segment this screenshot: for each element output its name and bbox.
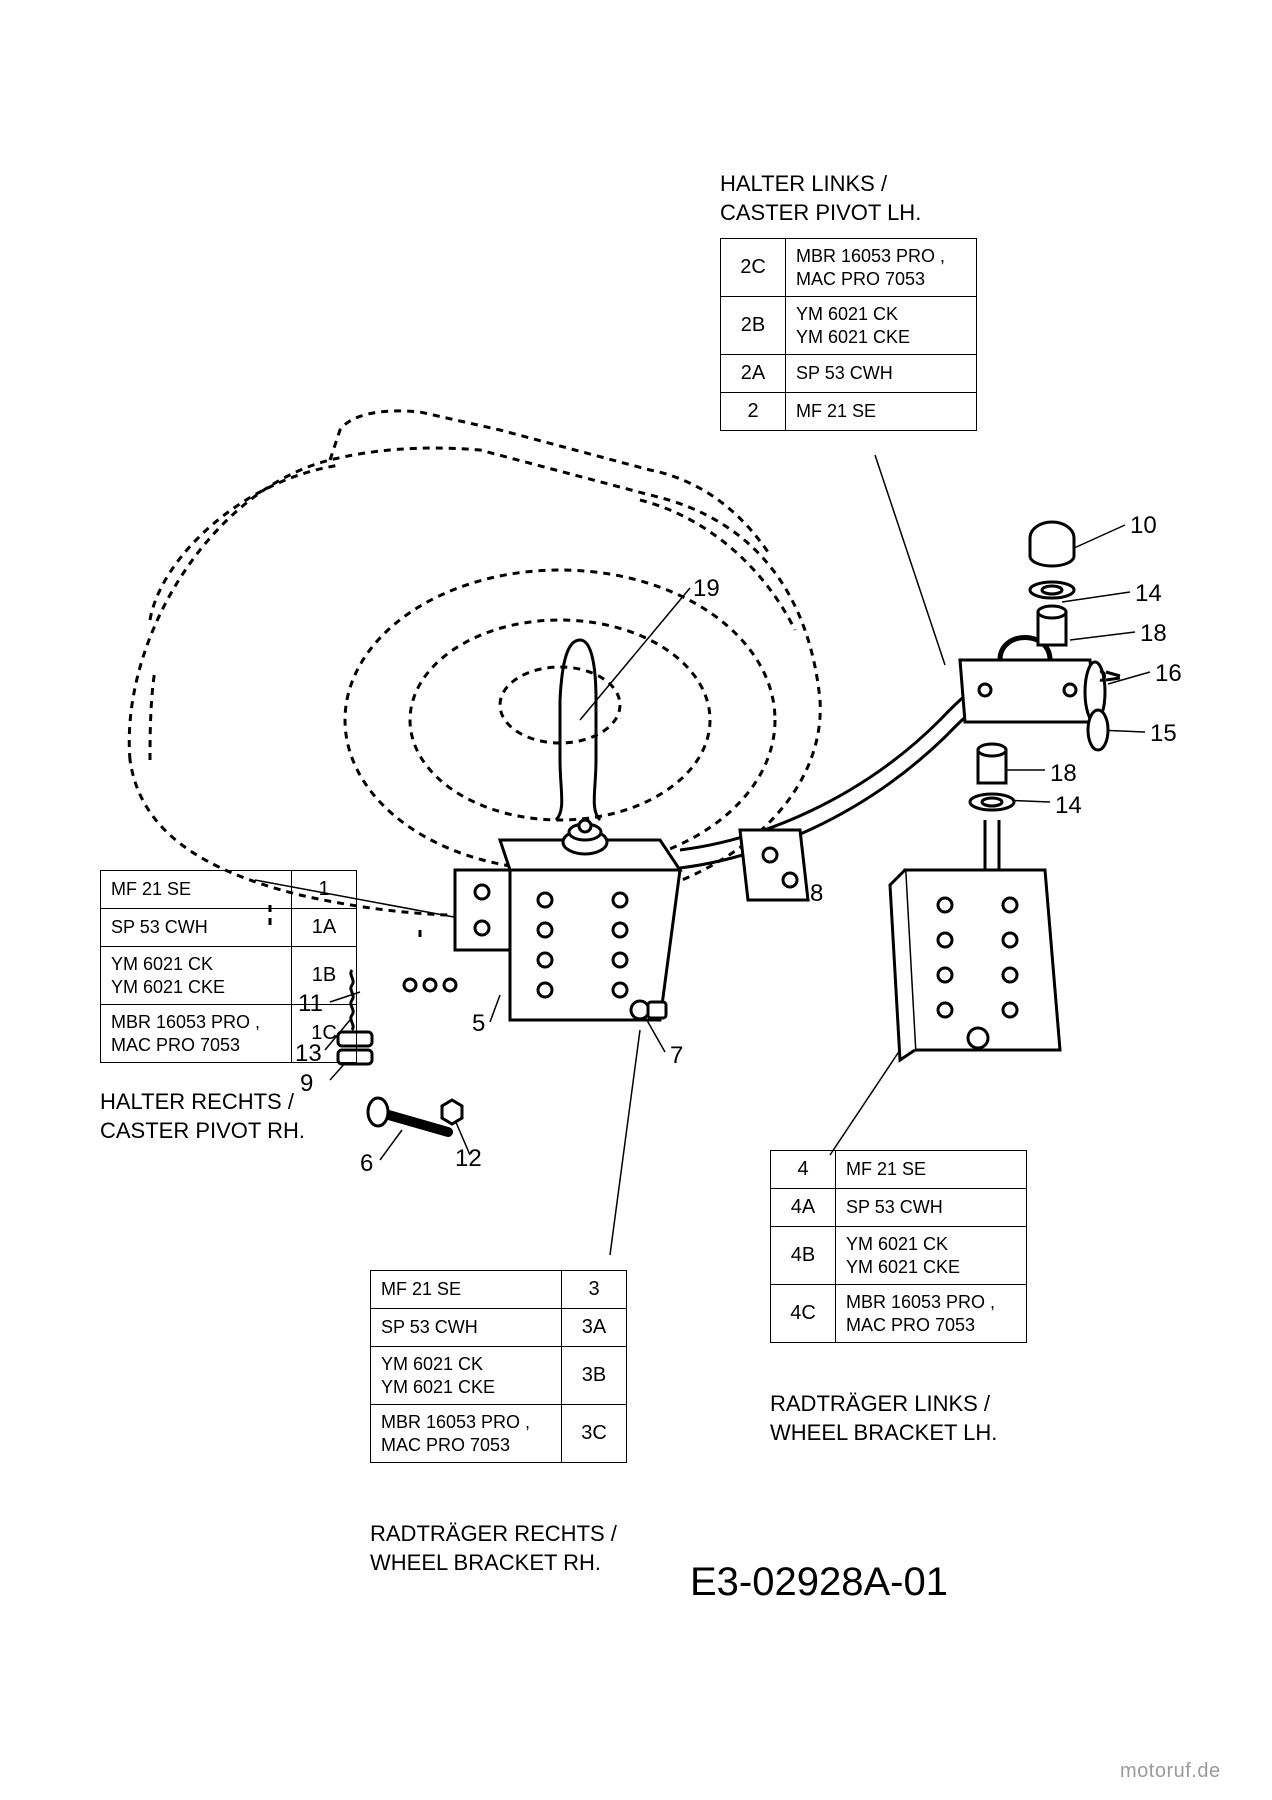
- watermark: motoruf.de: [1120, 1760, 1221, 1783]
- variant-ref: 3: [562, 1271, 627, 1309]
- variant-models: MF 21 SE: [101, 871, 292, 909]
- variant-row: 2MF 21 SE: [721, 393, 977, 431]
- leader-line: [380, 1130, 402, 1160]
- variant-row: MBR 16053 PRO ,MAC PRO 70533C: [371, 1405, 627, 1463]
- variant-ref: 1: [292, 871, 357, 909]
- table-caster-pivot-rh: MF 21 SE1SP 53 CWH1AYM 6021 CKYM 6021 CK…: [100, 870, 357, 1063]
- variant-models: SP 53 CWH: [786, 355, 977, 393]
- variant-models: MBR 16053 PRO ,MAC PRO 7053: [101, 1005, 292, 1063]
- callout-9: 9: [300, 1070, 313, 1098]
- variant-ref: 3B: [562, 1347, 627, 1405]
- table-caster-pivot-lh: 2CMBR 16053 PRO ,MAC PRO 70532BYM 6021 C…: [720, 238, 977, 431]
- variant-ref: 4: [771, 1151, 836, 1189]
- callout-11: 11: [298, 990, 323, 1018]
- variant-row: 4MF 21 SE: [771, 1151, 1027, 1189]
- variant-models: SP 53 CWH: [371, 1309, 562, 1347]
- leader-line: [875, 455, 945, 665]
- callout-10: 10: [1130, 512, 1157, 540]
- variant-models: YM 6021 CKYM 6021 CKE: [786, 297, 977, 355]
- variant-row: 2BYM 6021 CKYM 6021 CKE: [721, 297, 977, 355]
- variant-row: MF 21 SE3: [371, 1271, 627, 1309]
- variant-row: 4ASP 53 CWH: [771, 1189, 1027, 1227]
- variant-ref: 3A: [562, 1309, 627, 1347]
- variant-ref: 2C: [721, 239, 786, 297]
- variant-ref: 2A: [721, 355, 786, 393]
- wheel-bracket-lh-solid: [890, 870, 1060, 1060]
- variant-ref: 3C: [562, 1405, 627, 1463]
- variant-ref: 2B: [721, 297, 786, 355]
- variant-models: SP 53 CWH: [836, 1189, 1027, 1227]
- table-wheel-bracket-rh: MF 21 SE3SP 53 CWH3AYM 6021 CKYM 6021 CK…: [370, 1270, 627, 1463]
- callout-15: 15: [1150, 720, 1177, 748]
- callout-14: 14: [1055, 792, 1082, 820]
- variant-models: MF 21 SE: [836, 1151, 1027, 1189]
- variant-models: SP 53 CWH: [101, 909, 292, 947]
- title-wheel-bracket-rh: RADTRÄGER RECHTS / WHEEL BRACKET RH.: [370, 1520, 617, 1577]
- caster-pivot-lh-solid: [960, 522, 1120, 880]
- variant-ref: 1A: [292, 909, 357, 947]
- variant-ref: 2: [721, 393, 786, 431]
- variant-ref: 4A: [771, 1189, 836, 1227]
- callout-16: 16: [1155, 660, 1182, 688]
- variant-row: YM 6021 CKYM 6021 CKE3B: [371, 1347, 627, 1405]
- variant-models: MBR 16053 PRO ,MAC PRO 7053: [371, 1405, 562, 1463]
- variant-models: MF 21 SE: [371, 1271, 562, 1309]
- callout-6: 6: [360, 1150, 373, 1178]
- callout-13: 13: [295, 1040, 322, 1068]
- variant-ref: 4B: [771, 1227, 836, 1285]
- variant-row: SP 53 CWH1A: [101, 909, 357, 947]
- variant-row: 4CMBR 16053 PRO ,MAC PRO 7053: [771, 1285, 1027, 1343]
- callout-14: 14: [1135, 580, 1162, 608]
- callout-12: 12: [455, 1145, 482, 1173]
- table-wheel-bracket-lh: 4MF 21 SE4ASP 53 CWH4BYM 6021 CKYM 6021 …: [770, 1150, 1027, 1343]
- variant-ref: 4C: [771, 1285, 836, 1343]
- leader-line: [610, 1030, 640, 1255]
- variant-row: SP 53 CWH3A: [371, 1309, 627, 1347]
- variant-row: 2ASP 53 CWH: [721, 355, 977, 393]
- callout-19: 19: [693, 575, 720, 603]
- parts-diagram-page: HALTER LINKS / CASTER PIVOT LH. HALTER R…: [0, 0, 1272, 1800]
- variant-models: YM 6021 CKYM 6021 CKE: [836, 1227, 1027, 1285]
- variant-row: 2CMBR 16053 PRO ,MAC PRO 7053: [721, 239, 977, 297]
- callout-8: 8: [810, 880, 823, 908]
- variant-models: MBR 16053 PRO ,MAC PRO 7053: [786, 239, 977, 297]
- variant-models: MF 21 SE: [786, 393, 977, 431]
- variant-models: YM 6021 CKYM 6021 CKE: [101, 947, 292, 1005]
- variant-models: YM 6021 CKYM 6021 CKE: [371, 1347, 562, 1405]
- variant-row: MF 21 SE1: [101, 871, 357, 909]
- callout-18: 18: [1050, 760, 1077, 788]
- title-caster-pivot-rh: HALTER RECHTS / CASTER PIVOT RH.: [100, 1088, 305, 1145]
- title-wheel-bracket-lh: RADTRÄGER LINKS / WHEEL BRACKET LH.: [770, 1390, 997, 1447]
- drawing-number: E3-02928A-01: [690, 1560, 948, 1605]
- leader-line: [1070, 632, 1135, 640]
- title-caster-pivot-lh: HALTER LINKS / CASTER PIVOT LH.: [720, 170, 921, 227]
- callout-5: 5: [472, 1010, 485, 1038]
- variant-row: 4BYM 6021 CKYM 6021 CKE: [771, 1227, 1027, 1285]
- leader-line: [490, 995, 500, 1022]
- callout-18: 18: [1140, 620, 1167, 648]
- variant-models: MBR 16053 PRO ,MAC PRO 7053: [836, 1285, 1027, 1343]
- caster-pivot-rh-solid: [455, 640, 680, 1020]
- callout-7: 7: [670, 1042, 683, 1070]
